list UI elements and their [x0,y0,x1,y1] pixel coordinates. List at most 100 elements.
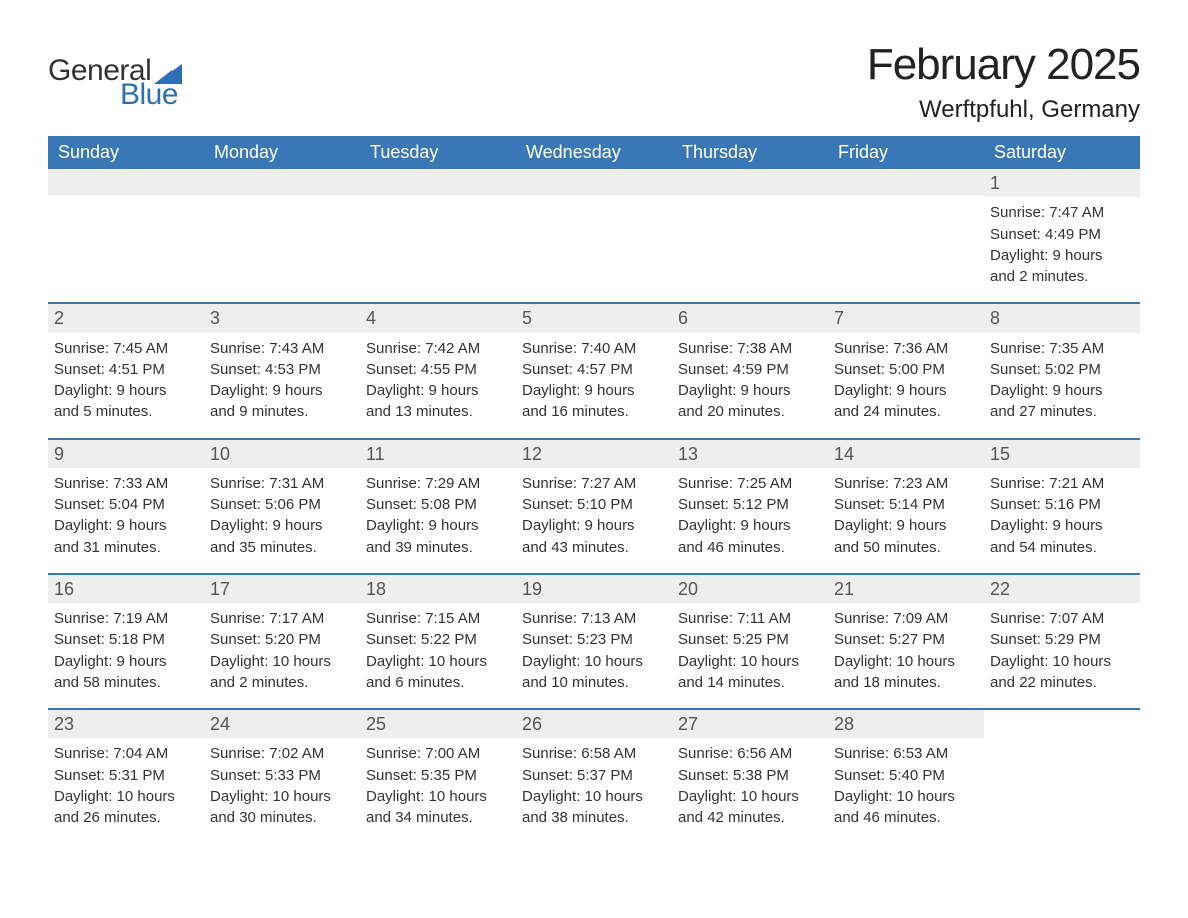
week-row: 23Sunrise: 7:04 AMSunset: 5:31 PMDayligh… [48,708,1140,843]
day-body: Sunrise: 7:23 AMSunset: 5:14 PMDaylight:… [828,474,984,558]
day-number: 28 [828,710,984,738]
daylight-line-1: Daylight: 10 hours [366,652,512,672]
sunset-line: Sunset: 4:57 PM [522,360,668,380]
day-body: Sunrise: 7:09 AMSunset: 5:27 PMDaylight:… [828,609,984,693]
daylight-line-2: and 26 minutes. [54,808,200,828]
daylight-line-2: and 30 minutes. [210,808,356,828]
sunrise-line: Sunrise: 6:53 AM [834,744,980,764]
daylight-line-1: Daylight: 9 hours [834,516,980,536]
week-row: 1Sunrise: 7:47 AMSunset: 4:49 PMDaylight… [48,169,1140,302]
weekday-header: Thursday [672,136,828,169]
day-number: 22 [984,575,1140,603]
day-body: Sunrise: 7:02 AMSunset: 5:33 PMDaylight:… [204,744,360,828]
sunrise-line: Sunrise: 7:15 AM [366,609,512,629]
day-body: Sunrise: 7:42 AMSunset: 4:55 PMDaylight:… [360,339,516,423]
sunrise-line: Sunrise: 7:19 AM [54,609,200,629]
sunset-line: Sunset: 5:06 PM [210,495,356,515]
day-number: 17 [204,575,360,603]
daylight-line-2: and 46 minutes. [678,538,824,558]
day-cell: 4 Sunrise: 7:42 AMSunset: 4:55 PMDaylight… [360,304,516,437]
sunset-line: Sunset: 5:25 PM [678,630,824,650]
weekday-header-row: Sunday Monday Tuesday Wednesday Thursday… [48,136,1140,169]
day-cell: 12 Sunrise: 7:27 AMSunset: 5:10 PMDayligh… [516,440,672,573]
sunset-line: Sunset: 5:04 PM [54,495,200,515]
week-row: 9Sunrise: 7:33 AMSunset: 5:04 PMDaylight… [48,438,1140,573]
day-cell: 17Sunrise: 7:17 AMSunset: 5:20 PMDayligh… [204,575,360,708]
day-body: Sunrise: 7:47 AMSunset: 4:49 PMDaylight:… [984,203,1140,287]
sunset-line: Sunset: 5:38 PM [678,766,824,786]
day-number: 14 [828,440,984,468]
day-body: Sunrise: 7:38 AMSunset: 4:59 PMDaylight:… [672,339,828,423]
daylight-line-2: and 2 minutes. [990,267,1136,287]
day-number: 25 [360,710,516,738]
day-number [360,169,516,195]
week-row: 2Sunrise: 7:45 AMSunset: 4:51 PMDaylight… [48,302,1140,437]
day-number: 3 [204,304,360,332]
day-number: 15 [984,440,1140,468]
day-cell: 26Sunrise: 6:58 AMSunset: 5:37 PMDayligh… [516,710,672,843]
day-number [516,169,672,195]
daylight-line-1: Daylight: 9 hours [678,516,824,536]
daylight-line-1: Daylight: 9 hours [366,381,512,401]
daylight-line-2: and 6 minutes. [366,673,512,693]
day-cell [204,169,360,302]
sunset-line: Sunset: 5:16 PM [990,495,1136,515]
day-cell: 5Sunrise: 7:40 AMSunset: 4:57 PMDaylight… [516,304,672,437]
daylight-line-1: Daylight: 10 hours [834,652,980,672]
daylight-line-2: and 58 minutes. [54,673,200,693]
day-cell: 14 Sunrise: 7:23 AMSunset: 5:14 PMDayligh… [828,440,984,573]
daylight-line-2: and 27 minutes. [990,402,1136,422]
day-body: Sunrise: 6:56 AMSunset: 5:38 PMDaylight:… [672,744,828,828]
day-number: 5 [516,304,672,332]
sunrise-line: Sunrise: 7:27 AM [522,474,668,494]
daylight-line-1: Daylight: 10 hours [678,787,824,807]
sunset-line: Sunset: 5:33 PM [210,766,356,786]
sunrise-line: Sunrise: 7:40 AM [522,339,668,359]
daylight-line-1: Daylight: 10 hours [834,787,980,807]
daylight-line-2: and 5 minutes. [54,402,200,422]
daylight-line-2: and 42 minutes. [678,808,824,828]
day-body: Sunrise: 7:29 AMSunset: 5:08 PMDaylight:… [360,474,516,558]
sunrise-line: Sunrise: 7:31 AM [210,474,356,494]
day-number: 20 [672,575,828,603]
sunrise-line: Sunrise: 7:11 AM [678,609,824,629]
daylight-line-2: and 9 minutes. [210,402,356,422]
day-number: 4 [360,304,516,332]
daylight-line-2: and 50 minutes. [834,538,980,558]
sunset-line: Sunset: 4:55 PM [366,360,512,380]
day-body: Sunrise: 7:27 AMSunset: 5:10 PMDaylight:… [516,474,672,558]
day-cell: 21Sunrise: 7:09 AMSunset: 5:27 PMDayligh… [828,575,984,708]
weekday-header: Wednesday [516,136,672,169]
day-body: Sunrise: 7:04 AMSunset: 5:31 PMDaylight:… [48,744,204,828]
day-number: 13 [672,440,828,468]
sunrise-line: Sunrise: 7:43 AM [210,339,356,359]
daylight-line-1: Daylight: 9 hours [210,516,356,536]
daylight-line-1: Daylight: 9 hours [834,381,980,401]
day-number [984,710,1140,736]
sunrise-line: Sunrise: 7:29 AM [366,474,512,494]
day-body: Sunrise: 7:19 AMSunset: 5:18 PMDaylight:… [48,609,204,693]
daylight-line-1: Daylight: 9 hours [990,516,1136,536]
sunset-line: Sunset: 5:29 PM [990,630,1136,650]
title-block: February 2025 Werftpfuhl, Germany [867,40,1140,124]
calendar: Sunday Monday Tuesday Wednesday Thursday… [48,136,1140,843]
daylight-line-2: and 16 minutes. [522,402,668,422]
daylight-line-1: Daylight: 10 hours [678,652,824,672]
day-cell: 22Sunrise: 7:07 AMSunset: 5:29 PMDayligh… [984,575,1140,708]
sunset-line: Sunset: 4:49 PM [990,225,1136,245]
day-number: 11 [360,440,516,468]
daylight-line-1: Daylight: 9 hours [54,652,200,672]
day-body: Sunrise: 7:21 AMSunset: 5:16 PMDaylight:… [984,474,1140,558]
daylight-line-2: and 43 minutes. [522,538,668,558]
day-number: 12 [516,440,672,468]
day-body: Sunrise: 6:58 AMSunset: 5:37 PMDaylight:… [516,744,672,828]
day-body: Sunrise: 7:43 AMSunset: 4:53 PMDaylight:… [204,339,360,423]
day-cell [516,169,672,302]
day-cell [360,169,516,302]
day-cell [672,169,828,302]
daylight-line-2: and 35 minutes. [210,538,356,558]
day-number: 9 [48,440,204,468]
sunrise-line: Sunrise: 7:35 AM [990,339,1136,359]
daylight-line-2: and 18 minutes. [834,673,980,693]
daylight-line-1: Daylight: 9 hours [990,246,1136,266]
